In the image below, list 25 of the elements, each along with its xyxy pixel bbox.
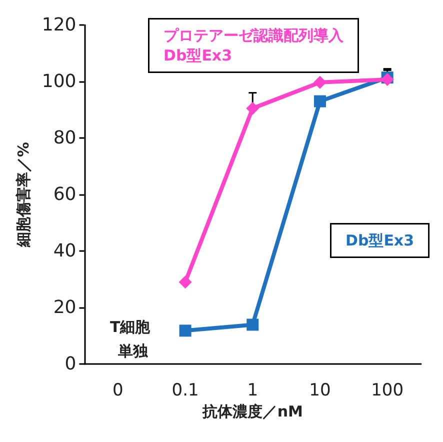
text: Db型Ex3 xyxy=(346,232,414,250)
point xyxy=(246,318,259,331)
y-tick-label: 40 xyxy=(53,240,76,262)
y-tick-label: 100 xyxy=(42,71,76,92)
y-tick-label: 120 xyxy=(42,14,76,36)
x-tick-label: 10 xyxy=(309,380,331,400)
y-axis-title: 細胞傷害率／% xyxy=(14,142,32,248)
x-tick-label: 1 xyxy=(247,380,258,400)
y-tick-label: 20 xyxy=(53,297,76,318)
point xyxy=(380,73,394,86)
annotation: 単独 xyxy=(117,342,149,360)
x-tick-label: 0 xyxy=(112,380,124,400)
x-tick-label: 100 xyxy=(371,380,404,400)
point xyxy=(313,76,326,89)
annotation: T細胞 xyxy=(110,318,152,336)
x-tick-label: 0.1 xyxy=(172,380,199,400)
y-tick-label: 60 xyxy=(53,184,76,205)
y-tick-label: 0 xyxy=(64,354,76,374)
point xyxy=(179,324,192,337)
point xyxy=(314,95,326,108)
point xyxy=(246,102,260,115)
series-label: プロテアーゼ認識配列導入 Db型Ex3 xyxy=(164,26,344,64)
y-tick-label: 80 xyxy=(53,128,76,148)
point xyxy=(178,276,192,289)
x-axis-title: 抗体濃度／nM xyxy=(201,402,303,420)
